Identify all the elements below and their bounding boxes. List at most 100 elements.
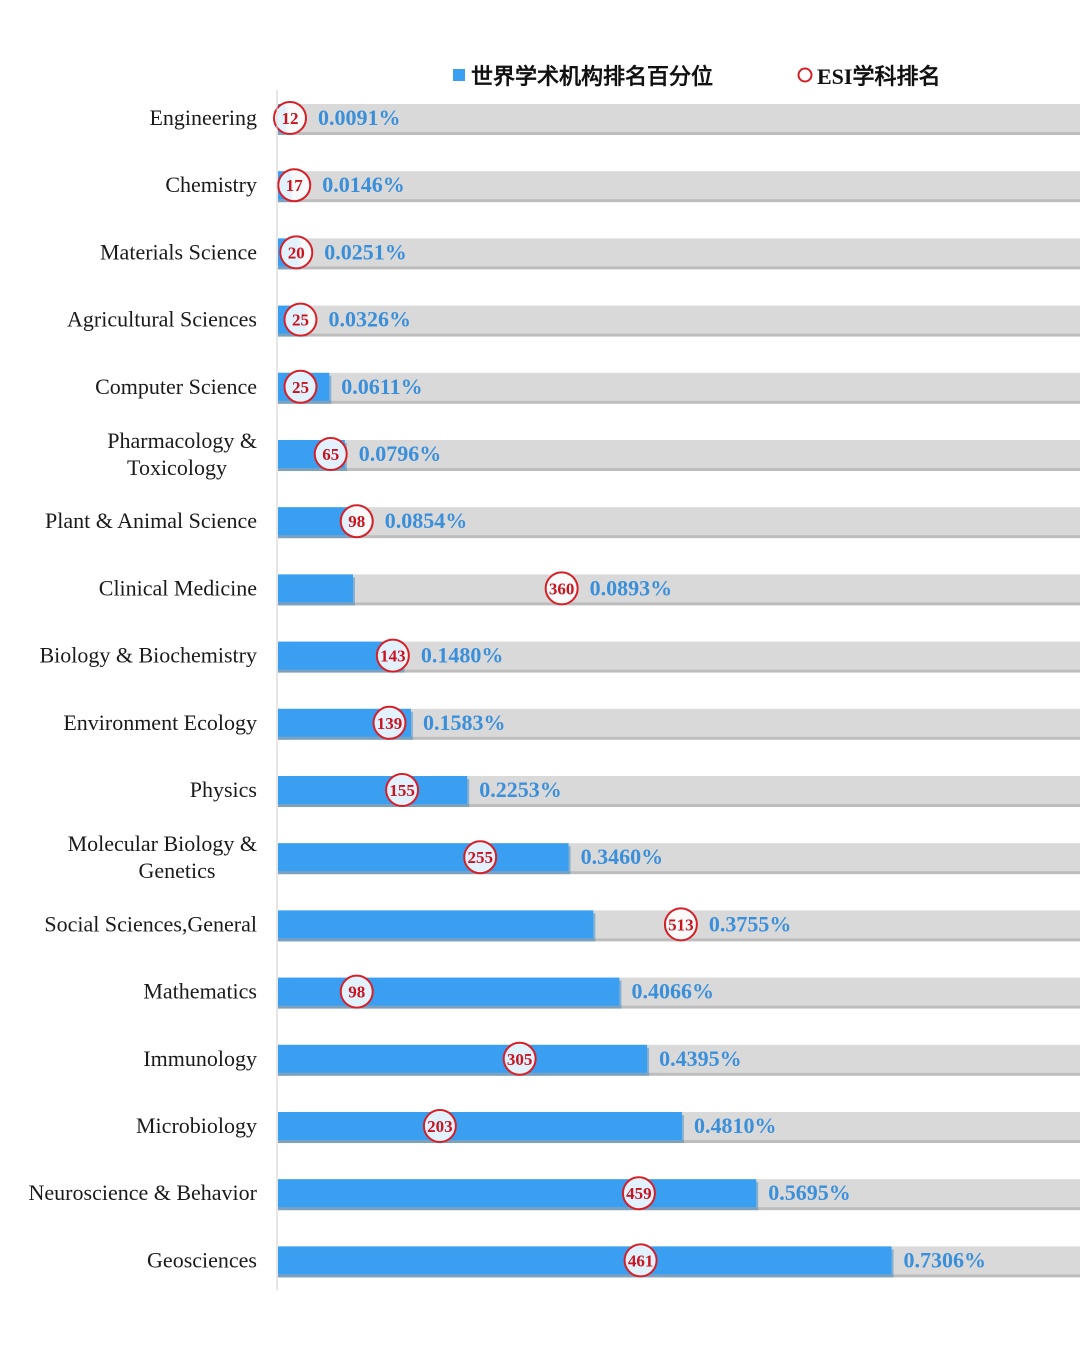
percentile-label: 0.4395% bbox=[659, 1046, 742, 1071]
esi-rank-label: 360 bbox=[549, 579, 575, 598]
esi-rank-label: 25 bbox=[292, 378, 309, 397]
percentile-bar bbox=[278, 1044, 648, 1073]
esi-rank-label: 255 bbox=[467, 848, 493, 867]
category-label-line: Molecular Biology & bbox=[68, 831, 257, 856]
esi-rank-label: 459 bbox=[626, 1184, 652, 1203]
esi-rank-label: 513 bbox=[668, 915, 694, 934]
percentile-label: 0.3460% bbox=[581, 844, 664, 869]
category-row: Social Sciences,General 513 0.3755% bbox=[44, 907, 1080, 942]
esi-rank-marker bbox=[502, 1041, 537, 1076]
category-label: Neuroscience & Behavior bbox=[29, 1180, 258, 1205]
category-label: Molecular Biology & Genetics bbox=[68, 831, 257, 883]
percentile-bar bbox=[278, 910, 594, 939]
esi-rank-label: 17 bbox=[286, 176, 304, 195]
percentile-label: 0.0611% bbox=[341, 374, 422, 399]
percentile-bar bbox=[278, 1179, 757, 1208]
esi-rank-marker bbox=[544, 571, 579, 606]
category-row: Immunology 305 0.4395% bbox=[143, 1041, 1080, 1076]
category-label: Computer Science bbox=[95, 374, 257, 399]
percentile-bar bbox=[278, 507, 350, 536]
percentile-label: 0.2253% bbox=[479, 777, 562, 802]
esi-rank-label: 461 bbox=[628, 1251, 654, 1270]
esi-rank-marker bbox=[663, 907, 698, 942]
esi-rank-marker bbox=[277, 168, 312, 203]
category-row: Mathematics 98 0.4066% bbox=[143, 974, 1080, 1009]
category-label: Materials Science bbox=[100, 239, 257, 264]
category-label: Physics bbox=[190, 777, 257, 802]
esi-rank-marker bbox=[621, 1176, 656, 1211]
category-label-line: Toxicology bbox=[127, 455, 227, 480]
category-row: Geosciences 461 0.7306% bbox=[147, 1243, 1080, 1278]
percentile-label: 0.0893% bbox=[590, 575, 673, 600]
category-label: Mathematics bbox=[143, 979, 257, 1004]
category-row: Neuroscience & Behavior 459 0.5695% bbox=[29, 1176, 1080, 1211]
track bbox=[278, 641, 1080, 670]
category-label-line: Pharmacology & bbox=[107, 428, 257, 453]
esi-rank-label: 20 bbox=[288, 243, 305, 262]
category-row: Engineering 12 0.0091% bbox=[149, 101, 1080, 135]
category-row: Chemistry 17 0.0146% bbox=[165, 168, 1080, 203]
track bbox=[278, 104, 1080, 132]
category-label: Pharmacology & Toxicology bbox=[107, 428, 257, 480]
esi-rank-label: 98 bbox=[348, 983, 365, 1002]
percentile-bar bbox=[278, 1246, 892, 1275]
category-row: Computer Science 25 0.0611% bbox=[95, 369, 1080, 404]
esi-rank-label: 12 bbox=[282, 109, 299, 128]
esi-rank-marker bbox=[279, 235, 314, 270]
category-row: Materials Science 20 0.0251% bbox=[100, 235, 1080, 270]
category-label-line: Genetics bbox=[139, 858, 216, 883]
esi-rank-marker bbox=[283, 369, 318, 404]
category-row: Molecular Biology & Genetics 255 0.3460% bbox=[68, 831, 1080, 883]
category-row: Biology & Biochemistry 143 0.1480% bbox=[39, 638, 1080, 673]
esi-rank-marker bbox=[273, 101, 307, 135]
percentile-bar bbox=[278, 574, 353, 603]
category-row: Clinical Medicine 360 0.0893% bbox=[99, 571, 1080, 606]
percentile-label: 0.0251% bbox=[324, 239, 407, 264]
esi-rank-marker bbox=[375, 638, 410, 673]
esi-rank-marker bbox=[283, 302, 318, 337]
track bbox=[278, 574, 1080, 603]
esi-rank-label: 203 bbox=[427, 1117, 453, 1136]
esi-rank-label: 155 bbox=[389, 781, 415, 800]
category-label: Engineering bbox=[149, 105, 257, 130]
percentile-bar bbox=[278, 776, 468, 804]
esi-rank-marker bbox=[463, 840, 498, 875]
category-label: Biology & Biochemistry bbox=[39, 643, 257, 668]
category-row: Agricultural Sciences 25 0.0326% bbox=[67, 302, 1080, 337]
esi-rank-marker bbox=[339, 974, 374, 1009]
track bbox=[278, 440, 1080, 468]
legend-label-esi-rank: ESI学科排名 bbox=[817, 64, 940, 89]
percentile-label: 0.1583% bbox=[423, 710, 506, 735]
percentile-label: 0.0091% bbox=[318, 105, 401, 130]
esi-rank-label: 65 bbox=[322, 445, 339, 464]
esi-rank-label: 139 bbox=[377, 714, 403, 733]
percentile-label: 0.0326% bbox=[328, 307, 411, 332]
esi-rank-marker bbox=[422, 1109, 457, 1143]
esi-rank-marker bbox=[313, 437, 348, 471]
percentile-bar bbox=[278, 843, 569, 872]
esi-rank-label: 98 bbox=[348, 512, 365, 531]
category-row: Physics 155 0.2253% bbox=[190, 773, 1080, 807]
esi-rank-marker bbox=[623, 1243, 658, 1278]
percentile-label: 0.0796% bbox=[359, 441, 442, 466]
category-row: Pharmacology & Toxicology 65 0.0796% bbox=[107, 428, 1080, 480]
category-label: Plant & Animal Science bbox=[45, 508, 257, 533]
esi-rank-marker bbox=[339, 504, 374, 539]
esi-rank-marker bbox=[372, 705, 407, 740]
category-label: Environment Ecology bbox=[63, 710, 257, 735]
track bbox=[278, 171, 1080, 200]
percentile-label: 0.3755% bbox=[709, 911, 792, 936]
percentile-label: 0.0854% bbox=[385, 508, 468, 533]
category-label: Social Sciences,General bbox=[44, 911, 257, 936]
esi-rank-label: 305 bbox=[507, 1050, 533, 1069]
track bbox=[278, 507, 1080, 536]
percentile-bar bbox=[278, 1112, 682, 1140]
track bbox=[278, 238, 1080, 267]
category-label: Microbiology bbox=[136, 1113, 257, 1138]
percentile-label: 0.1480% bbox=[421, 643, 504, 668]
category-label: Clinical Medicine bbox=[99, 575, 257, 600]
percentile-bar bbox=[278, 977, 620, 1006]
category-label: Chemistry bbox=[165, 172, 257, 197]
percentile-label: 0.4066% bbox=[631, 979, 714, 1004]
